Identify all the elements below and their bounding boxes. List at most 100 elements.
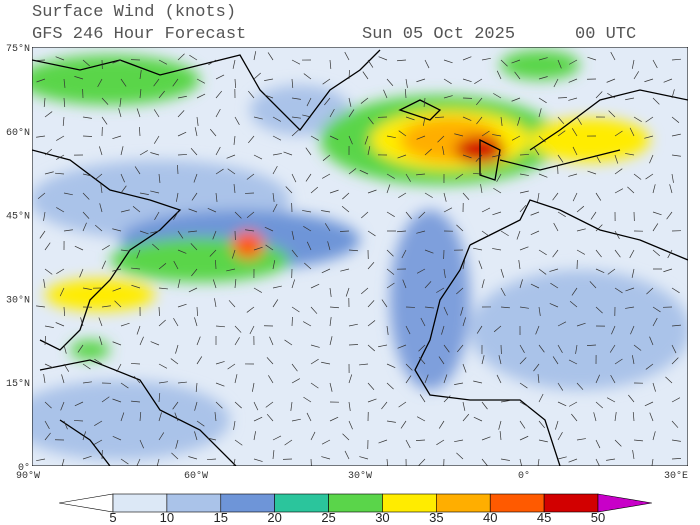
wind-barb: [348, 135, 353, 145]
wind-barb: [538, 76, 548, 80]
wind-barb: [557, 344, 563, 353]
wind-barb: [557, 401, 567, 407]
wind-barb: [625, 153, 635, 156]
wind-barb: [246, 306, 255, 313]
wind-barb: [101, 97, 109, 105]
wind-barb: [191, 268, 198, 277]
wind-barb: [133, 375, 141, 384]
wind-barb: [367, 300, 375, 308]
wind-barb: [367, 398, 377, 403]
wind-barb: [342, 433, 350, 441]
wind-barb: [310, 344, 320, 348]
wind-barb: [652, 184, 656, 194]
wind-barb: [136, 325, 141, 335]
wind-barb: [43, 97, 46, 107]
wind-barb: [645, 363, 654, 370]
wind-barb: [44, 432, 51, 441]
wind-barb: [519, 344, 525, 353]
wind-barb: [557, 211, 566, 217]
wind-barb: [158, 381, 168, 384]
wind-barb: [401, 249, 407, 259]
wind-barb: [519, 435, 529, 441]
wind-barb: [424, 148, 432, 156]
wind-barb: [215, 108, 221, 118]
wind-barb: [595, 439, 601, 449]
latitude-label: 75°N: [6, 43, 30, 55]
wind-barb: [177, 95, 187, 99]
wind-barb: [177, 303, 187, 308]
wind-barb: [519, 279, 523, 289]
wind-barb: [398, 192, 407, 199]
wind-barb: [158, 173, 161, 183]
wind-barb: [456, 287, 464, 295]
wind-barb: [438, 420, 445, 429]
wind-barb: [420, 317, 426, 327]
wind-barb: [82, 173, 92, 177]
wind-barb: [456, 344, 464, 353]
wind-barb: [645, 116, 654, 123]
wind-barb: [436, 287, 445, 293]
wind-barb: [538, 439, 548, 443]
wind-barb: [443, 78, 452, 85]
wind-barb: [158, 432, 165, 441]
wind-barb: [305, 173, 312, 182]
wind-barb: [397, 154, 407, 159]
wind-barb: [118, 108, 122, 118]
wind-barb: [625, 287, 635, 292]
wind-barb: [568, 59, 578, 65]
wind-barb: [306, 412, 312, 422]
wind-barb: [576, 228, 586, 232]
wind-barb: [537, 192, 540, 202]
wind-barb: [63, 363, 70, 372]
wind-barb: [43, 374, 46, 384]
wind-barb: [77, 344, 84, 353]
wind-barb: [552, 249, 559, 258]
wind-barb: [606, 397, 616, 403]
wind-barb: [519, 357, 527, 365]
wind-barb: [132, 206, 141, 213]
wind-barb: [571, 413, 578, 422]
wind-barb: [367, 146, 371, 156]
wind-barb: [234, 279, 237, 289]
wind-barb: [272, 285, 282, 289]
wind-barb: [538, 57, 548, 61]
wind-barb: [304, 262, 312, 270]
wind-barb: [418, 344, 426, 352]
wind-barb: [264, 94, 274, 99]
wind-barb: [253, 431, 256, 441]
wind-barb: [549, 268, 559, 272]
wind-barb: [530, 211, 540, 216]
wind-barb: [305, 147, 312, 156]
wind-barb: [112, 341, 122, 346]
wind-barb: [367, 59, 374, 68]
wind-barb: [456, 452, 464, 460]
wind-barb: [595, 224, 603, 232]
wind-barb: [480, 184, 483, 194]
wind-barb: [633, 173, 642, 180]
wind-barb: [593, 412, 597, 422]
map: [32, 47, 688, 466]
wind-barb: [538, 108, 542, 118]
wind-barb: [120, 209, 130, 213]
wind-barb: [572, 146, 578, 156]
wind-barb: [443, 395, 451, 403]
wind-barb: [253, 246, 263, 251]
wind-barb: [82, 431, 87, 441]
wind-barb: [671, 397, 681, 403]
wind-barb: [120, 173, 125, 183]
wind-barb: [462, 413, 470, 422]
wind-barb: [557, 382, 564, 391]
wind-barb: [475, 154, 483, 162]
wind-barb: [193, 173, 198, 183]
wind-barb: [652, 249, 661, 257]
wind-barb: [424, 192, 433, 198]
wind-barb: [481, 130, 490, 137]
wind-barb: [173, 318, 179, 327]
wind-barb: [306, 241, 312, 251]
wind-barb: [248, 135, 255, 144]
wind-barb: [63, 78, 66, 88]
wind-barb: [214, 412, 217, 422]
wind-barb: [481, 355, 485, 365]
wind-barb: [329, 336, 333, 346]
wind-barb: [652, 211, 662, 216]
